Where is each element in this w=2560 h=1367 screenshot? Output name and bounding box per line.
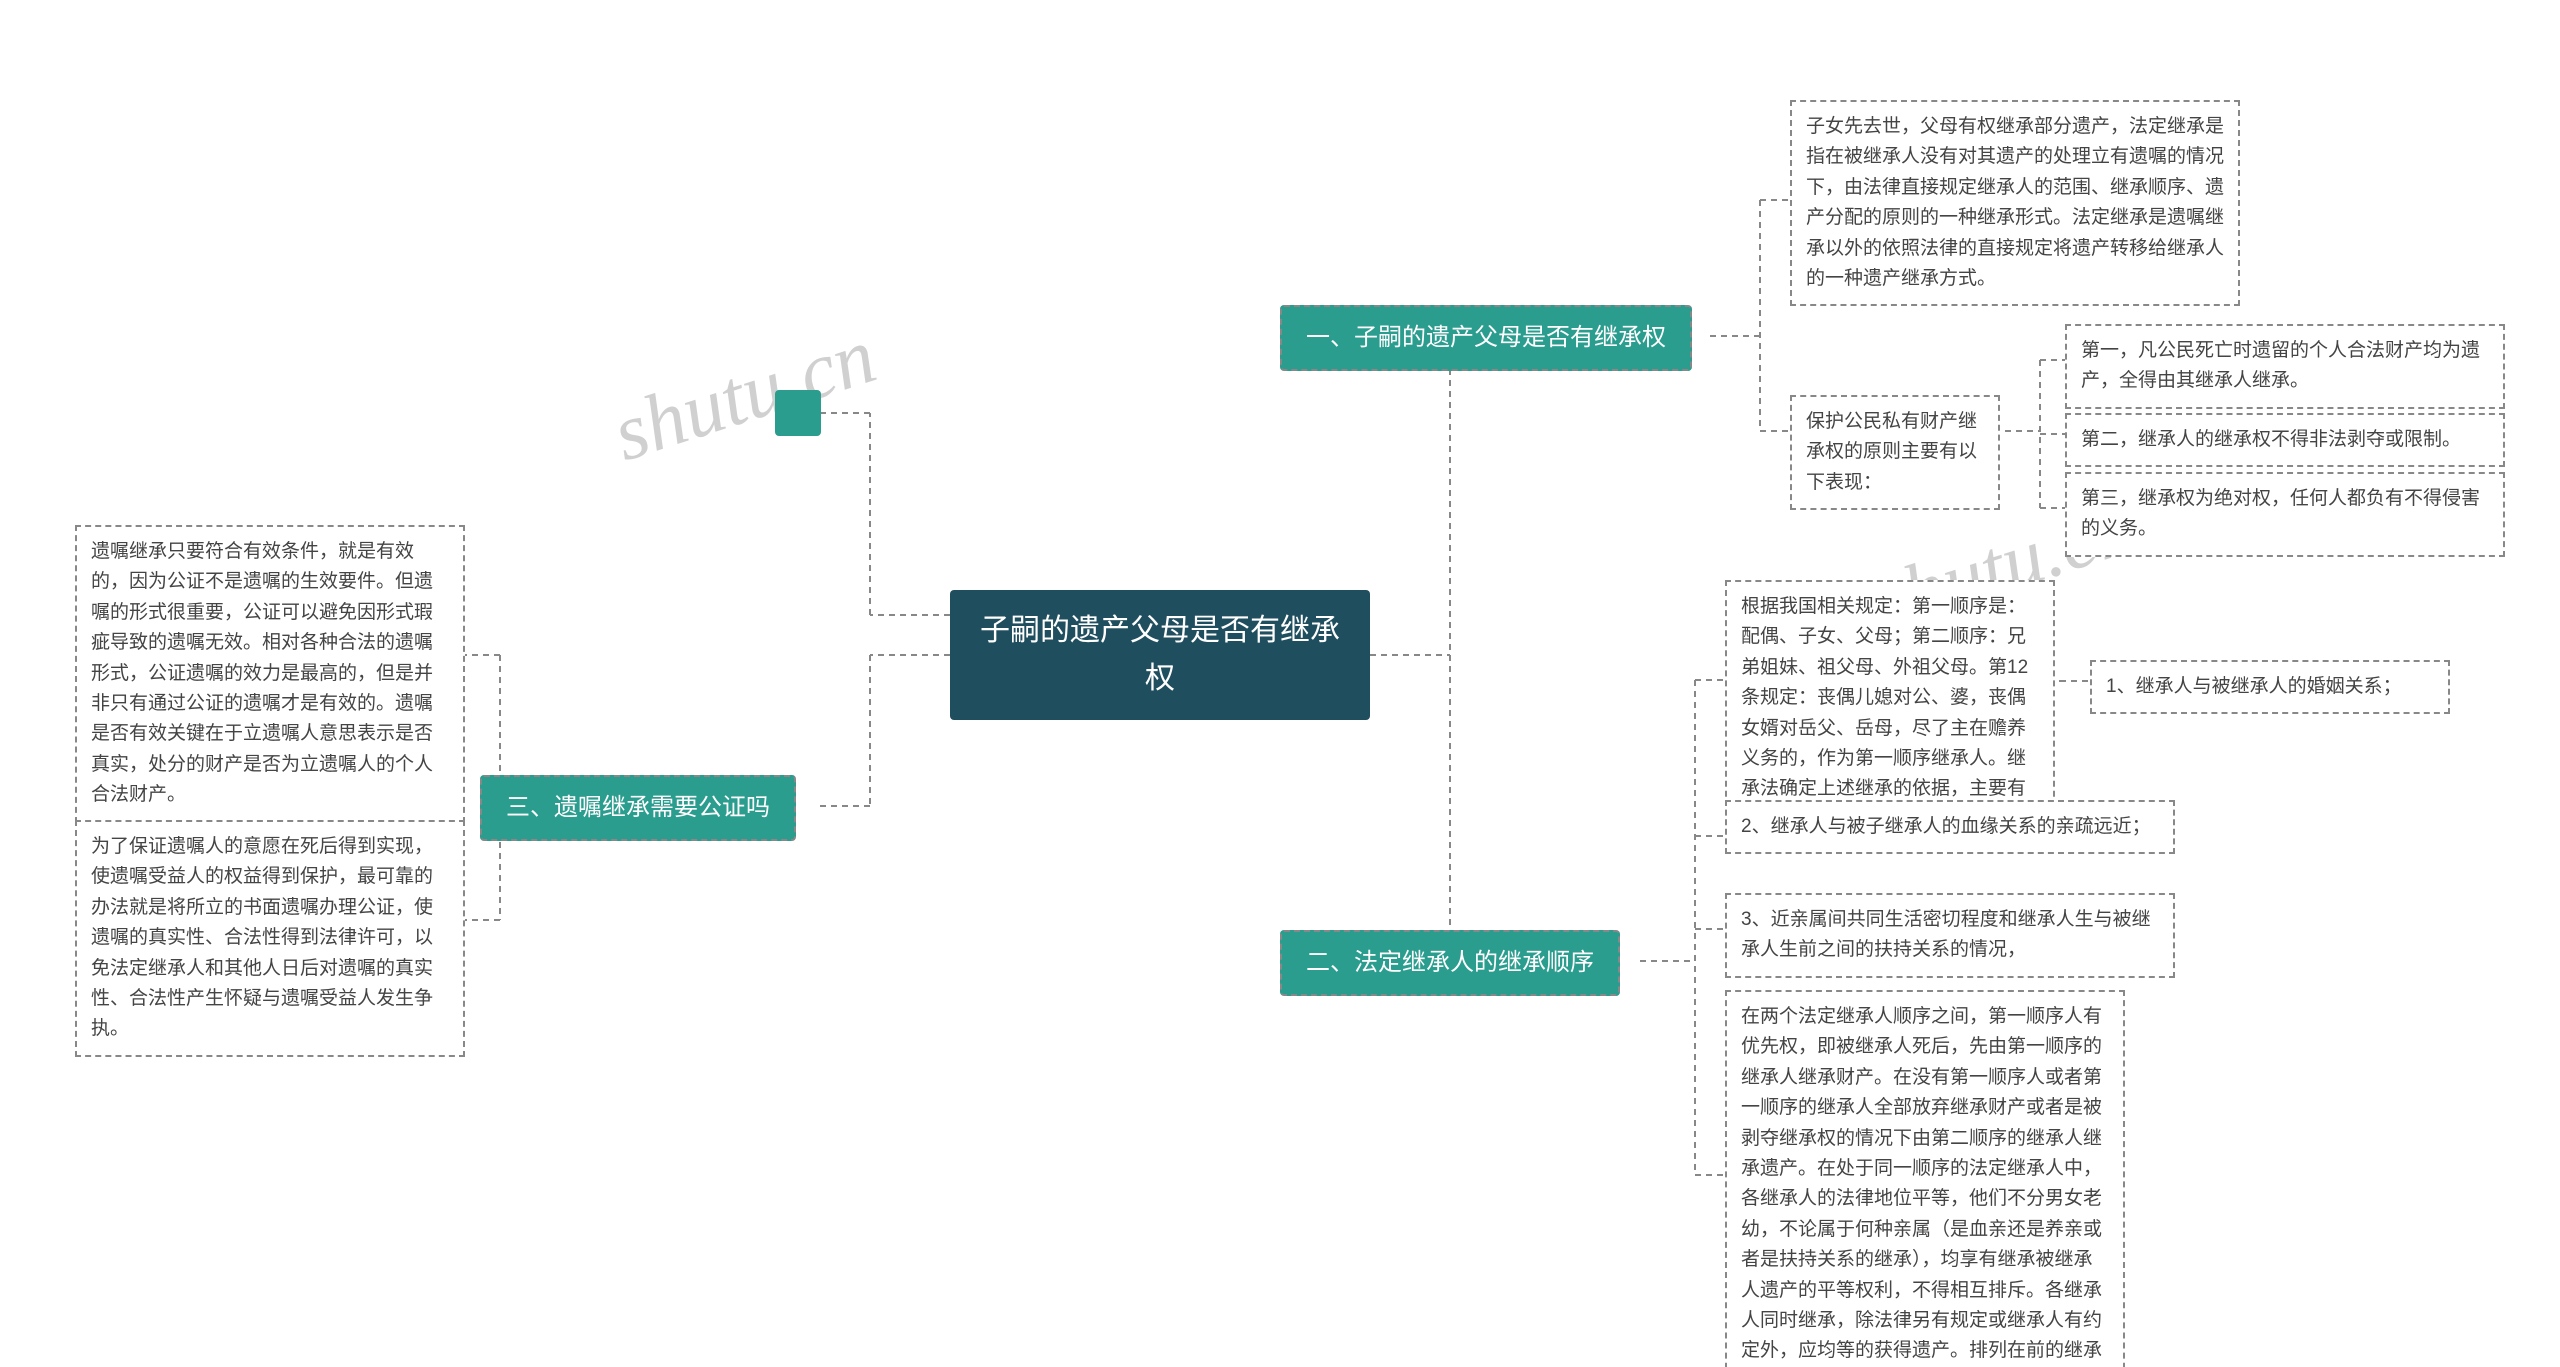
branch-1[interactable]: 一、子嗣的遗产父母是否有继承权 [1280,305,1692,371]
central-node[interactable]: 子嗣的遗产父母是否有继承权 [950,590,1370,720]
leaf-b2c2[interactable]: 2、继承人与被子继承人的血缘关系的亲疏远近； [1725,800,2175,854]
branch-3[interactable]: 三、遗嘱继承需要公证吗 [480,775,796,841]
leaf-b3c2[interactable]: 为了保证遗嘱人的意愿在死后得到实现，使遗嘱受益人的权益得到保护，最可靠的办法就是… [75,820,465,1057]
mindmap-canvas: shutu.cn shutu.cn 子嗣的遗产父母是否有继承权 一、子嗣的遗产父… [0,0,2560,1367]
leaf-b1c2a[interactable]: 第一，凡公民死亡时遗留的个人合法财产均为遗产，全得由其继承人继承。 [2065,324,2505,409]
stub-node [775,390,821,436]
leaf-b1c2b[interactable]: 第二，继承人的继承权不得非法剥夺或限制。 [2065,413,2505,467]
leaf-b2c1a[interactable]: 1、继承人与被继承人的婚姻关系； [2090,660,2450,714]
leaf-b1c1[interactable]: 子女先去世，父母有权继承部分遗产，法定继承是指在被继承人没有对其遗产的处理立有遗… [1790,100,2240,306]
branch-2[interactable]: 二、法定继承人的继承顺序 [1280,930,1620,996]
leaf-b2c3[interactable]: 3、近亲属间共同生活密切程度和继承人生与被继承人生前之间的扶持关系的情况， [1725,893,2175,978]
leaf-b1c2[interactable]: 保护公民私有财产继承权的原则主要有以下表现： [1790,395,2000,510]
leaf-b2c4[interactable]: 在两个法定继承人顺序之间，第一顺序人有优先权，即被继承人死后，先由第一顺序的继承… [1725,990,2125,1367]
leaf-b3c1[interactable]: 遗嘱继承只要符合有效条件，就是有效的，因为公证不是遗嘱的生效要件。但遗嘱的形式很… [75,525,465,823]
watermark-1: shutu.cn [603,311,887,481]
leaf-b1c2c[interactable]: 第三，继承权为绝对权，任何人都负有不得侵害的义务。 [2065,472,2505,557]
